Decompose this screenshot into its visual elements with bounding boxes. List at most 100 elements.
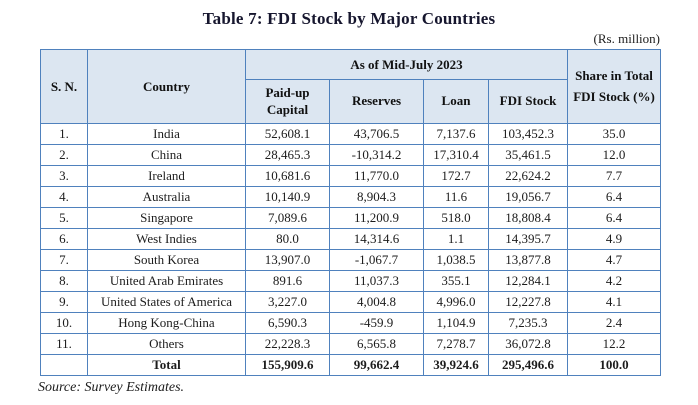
cell-fdi-stock: 36,072.8 — [488, 333, 568, 355]
cell-fdi-stock: 19,056.7 — [488, 186, 568, 208]
cell-country: Ireland — [87, 165, 246, 187]
cell-loan: 355.1 — [423, 270, 489, 292]
table-row: 6. West Indies 80.0 14,314.6 1.1 14,395.… — [40, 228, 661, 250]
cell-paid-up: 10,140.9 — [245, 186, 330, 208]
cell-fdi-stock: 35,461.5 — [488, 144, 568, 166]
cell-reserves: 11,770.0 — [329, 165, 424, 187]
cell-loan: 7,137.6 — [423, 123, 489, 145]
cell-country: West Indies — [87, 228, 246, 250]
total-reserves-cell: 99,662.4 — [329, 354, 424, 376]
cell-loan: 1,104.9 — [423, 312, 489, 334]
table-row: 7. South Korea 13,907.0 -1,067.7 1,038.5… — [40, 249, 661, 271]
source-note: Source: Survey Estimates. — [38, 380, 185, 395]
cell-fdi-stock: 7,235.3 — [488, 312, 568, 334]
cell-sn: 7. — [40, 249, 88, 271]
cell-sn: 4. — [40, 186, 88, 208]
header-country: Country — [87, 49, 246, 124]
table-row: 8. United Arab Emirates 891.6 11,037.3 3… — [40, 270, 661, 292]
total-paid-up-cell: 155,909.6 — [245, 354, 330, 376]
table-row: 2. China 28,465.3 -10,314.2 17,310.4 35,… — [40, 144, 661, 166]
cell-country: Hong Kong-China — [87, 312, 246, 334]
total-loan-cell: 39,924.6 — [423, 354, 489, 376]
cell-loan: 11.6 — [423, 186, 489, 208]
cell-paid-up: 22,228.3 — [245, 333, 330, 355]
table-row: 3. Ireland 10,681.6 11,770.0 172.7 22,62… — [40, 165, 661, 187]
cell-fdi-stock: 14,395.7 — [488, 228, 568, 250]
cell-share: 12.0 — [567, 144, 661, 166]
header-sn: S. N. — [40, 49, 88, 124]
table-header: S. N. Country As of Mid-July 2023 Share … — [40, 49, 661, 124]
total-sn-cell — [40, 354, 88, 376]
header-loan: Loan — [423, 79, 489, 124]
cell-country: China — [87, 144, 246, 166]
cell-country: India — [87, 123, 246, 145]
cell-sn: 9. — [40, 291, 88, 313]
table-footer: Total 155,909.6 99,662.4 39,924.6 295,49… — [40, 354, 661, 376]
cell-country: United Arab Emirates — [87, 270, 246, 292]
header-paid-up-capital: Paid-up Capital — [245, 79, 330, 124]
cell-sn: 10. — [40, 312, 88, 334]
cell-share: 4.9 — [567, 228, 661, 250]
cell-loan: 4,996.0 — [423, 291, 489, 313]
cell-sn: 2. — [40, 144, 88, 166]
table-row: 9. United States of America 3,227.0 4,00… — [40, 291, 661, 313]
cell-sn: 5. — [40, 207, 88, 229]
cell-paid-up: 891.6 — [245, 270, 330, 292]
header-reserves: Reserves — [329, 79, 424, 124]
cell-paid-up: 52,608.1 — [245, 123, 330, 145]
cell-loan: 518.0 — [423, 207, 489, 229]
fdi-stock-table: S. N. Country As of Mid-July 2023 Share … — [40, 49, 661, 376]
cell-loan: 7,278.7 — [423, 333, 489, 355]
cell-country: United States of America — [87, 291, 246, 313]
header-group-mid-july: As of Mid-July 2023 — [245, 49, 568, 80]
total-share-cell: 100.0 — [567, 354, 661, 376]
cell-reserves: -459.9 — [329, 312, 424, 334]
cell-loan: 1.1 — [423, 228, 489, 250]
cell-reserves: 14,314.6 — [329, 228, 424, 250]
cell-sn: 6. — [40, 228, 88, 250]
cell-paid-up: 28,465.3 — [245, 144, 330, 166]
cell-country: Singapore — [87, 207, 246, 229]
cell-country: Australia — [87, 186, 246, 208]
total-fdi-stock-cell: 295,496.6 — [488, 354, 568, 376]
cell-sn: 8. — [40, 270, 88, 292]
cell-share: 6.4 — [567, 207, 661, 229]
cell-share: 35.0 — [567, 123, 661, 145]
cell-fdi-stock: 18,808.4 — [488, 207, 568, 229]
cell-country: South Korea — [87, 249, 246, 271]
cell-fdi-stock: 13,877.8 — [488, 249, 568, 271]
cell-loan: 1,038.5 — [423, 249, 489, 271]
cell-paid-up: 80.0 — [245, 228, 330, 250]
cell-reserves: -10,314.2 — [329, 144, 424, 166]
table-row: 1. India 52,608.1 43,706.5 7,137.6 103,4… — [40, 123, 661, 145]
cell-share: 6.4 — [567, 186, 661, 208]
header-share: Share in Total FDI Stock (%) — [567, 49, 661, 124]
cell-loan: 17,310.4 — [423, 144, 489, 166]
cell-country: Others — [87, 333, 246, 355]
cell-fdi-stock: 103,452.3 — [488, 123, 568, 145]
total-label-cell: Total — [87, 354, 246, 376]
table-row: 5. Singapore 7,089.6 11,200.9 518.0 18,8… — [40, 207, 661, 229]
cell-fdi-stock: 22,624.2 — [488, 165, 568, 187]
cell-reserves: 11,200.9 — [329, 207, 424, 229]
cell-reserves: 8,904.3 — [329, 186, 424, 208]
table-title: Table 7: FDI Stock by Major Countries — [202, 9, 496, 28]
cell-paid-up: 10,681.6 — [245, 165, 330, 187]
cell-share: 4.1 — [567, 291, 661, 313]
cell-loan: 172.7 — [423, 165, 489, 187]
table-row: 10. Hong Kong-China 6,590.3 -459.9 1,104… — [40, 312, 661, 334]
cell-reserves: -1,067.7 — [329, 249, 424, 271]
cell-paid-up: 3,227.0 — [245, 291, 330, 313]
cell-sn: 1. — [40, 123, 88, 145]
cell-paid-up: 13,907.0 — [245, 249, 330, 271]
cell-sn: 3. — [40, 165, 88, 187]
cell-reserves: 6,565.8 — [329, 333, 424, 355]
cell-paid-up: 6,590.3 — [245, 312, 330, 334]
cell-reserves: 43,706.5 — [329, 123, 424, 145]
cell-share: 7.7 — [567, 165, 661, 187]
cell-paid-up: 7,089.6 — [245, 207, 330, 229]
cell-reserves: 4,004.8 — [329, 291, 424, 313]
unit-note: (Rs. million) — [593, 31, 660, 46]
cell-sn: 11. — [40, 333, 88, 355]
